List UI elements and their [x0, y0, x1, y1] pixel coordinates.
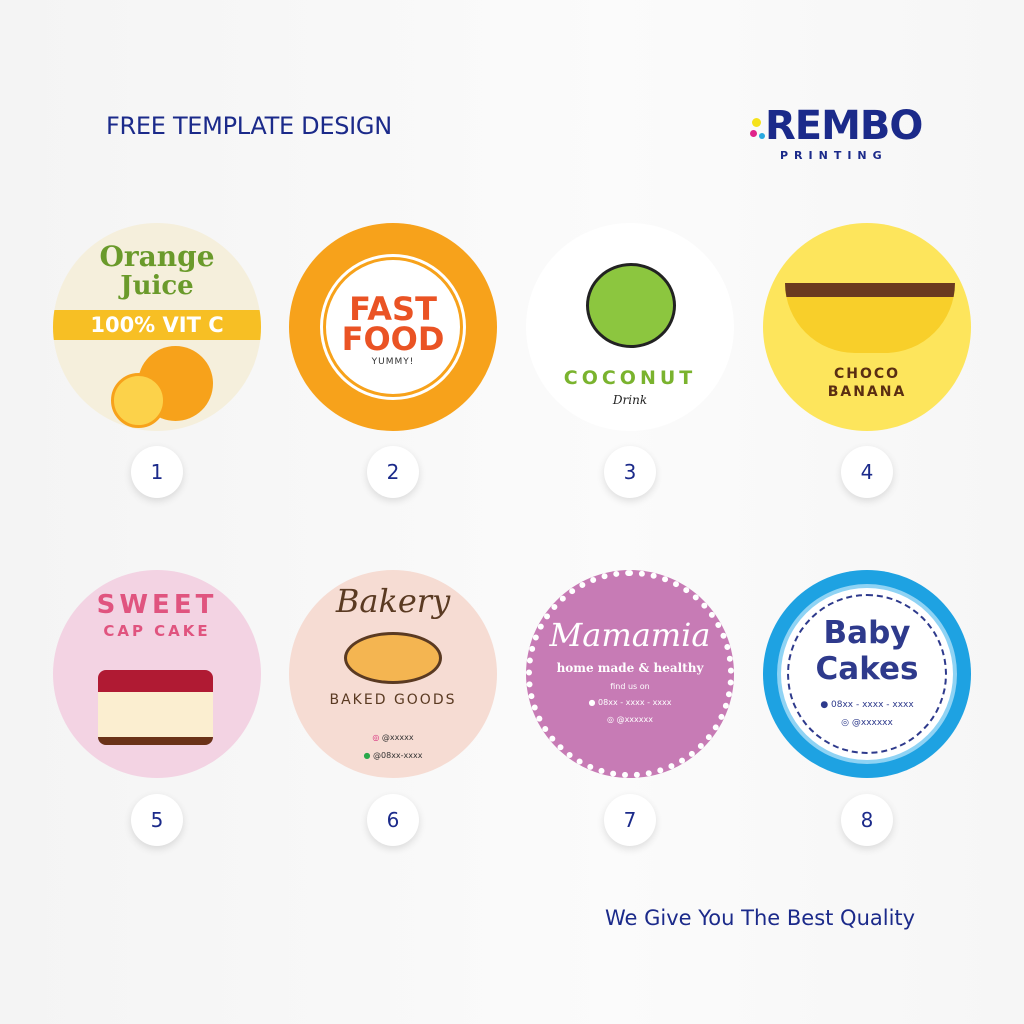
template-orange-juice[interactable]: Orange Juice 100% VIT C — [53, 223, 261, 431]
instagram-text: @xxxxx — [381, 733, 414, 742]
number-badge-6: 6 — [367, 794, 419, 846]
find-us-label: find us on — [610, 682, 650, 691]
number-badge-5: 5 — [131, 794, 183, 846]
sticker-title: Mamamia — [549, 616, 711, 654]
template-fast-food[interactable]: FAST FOOD YUMMY! — [289, 223, 497, 431]
sticker-title-2: BANANA — [827, 384, 907, 400]
bread-icon — [344, 632, 442, 684]
sticker-sub: YUMMY! — [371, 357, 415, 367]
cake-icon — [98, 670, 213, 745]
instagram-icon: ◎ — [607, 715, 617, 724]
sticker-sub: Drink — [612, 393, 648, 407]
sticker-title-2: Cakes — [815, 651, 919, 687]
number-badge-4: 4 — [841, 446, 893, 498]
template-coconut[interactable]: COCONUT Drink — [526, 223, 734, 431]
coconut-icon — [586, 263, 676, 348]
sticker-title: FAST — [349, 290, 437, 328]
sticker-title-2: CAP CAKE — [103, 622, 211, 640]
instagram-text: @xxxxxx — [616, 715, 653, 724]
whatsapp-text: @08xx-xxxx — [373, 751, 423, 760]
sticker-title: Orange — [99, 240, 215, 273]
sticker-title-2: FOOD — [341, 320, 445, 358]
sticker-title: SWEET — [96, 590, 218, 620]
sticker-band: 100% VIT C — [53, 310, 261, 340]
template-mamamia[interactable]: Mamamia home made & healthy find us on ●… — [526, 570, 734, 778]
sticker-title-2: home made & healthy — [556, 661, 704, 675]
template-sweet-cupcake[interactable]: SWEET CAP CAKE — [53, 570, 261, 778]
banana-icon — [785, 283, 955, 353]
whatsapp-icon: ● — [363, 751, 374, 760]
logo-text: REMBO — [765, 103, 923, 149]
instagram-handle: ◎ @xxxxx — [289, 733, 497, 742]
number-badge-3: 3 — [604, 446, 656, 498]
whatsapp-icon: ● — [820, 700, 832, 710]
whatsapp-number: ● 08xx - xxxx - xxxx — [532, 698, 728, 707]
instagram-icon: ◎ — [841, 718, 852, 728]
instagram-handle: ◎ @xxxxxx — [763, 718, 971, 728]
tagline: We Give You The Best Quality — [605, 906, 916, 930]
template-choco-banana[interactable]: CHOCO BANANA — [763, 223, 971, 431]
number-badge-8: 8 — [841, 794, 893, 846]
sticker-title: COCONUT — [563, 367, 697, 389]
sticker-title: Baby — [823, 615, 911, 651]
whatsapp-text: 08xx - xxxx - xxxx — [598, 698, 672, 707]
whatsapp-text: 08xx - xxxx - xxxx — [831, 700, 914, 710]
rembo-logo: REMBO PRINTING — [750, 104, 930, 164]
number-badge-7: 7 — [604, 794, 656, 846]
number-badge-2: 2 — [367, 446, 419, 498]
logo-sub: PRINTING — [780, 149, 888, 162]
instagram-text: @xxxxxx — [851, 718, 893, 728]
instagram-icon: ◎ — [372, 733, 382, 742]
sticker-title-2: Juice — [120, 271, 194, 301]
page-title: FREE TEMPLATE DESIGN — [106, 112, 392, 140]
whatsapp-number: ● @08xx-xxxx — [289, 751, 497, 760]
sticker-title-2: BAKED GOODS — [329, 692, 457, 708]
number-badge-1: 1 — [131, 446, 183, 498]
sticker-title: CHOCO — [833, 366, 901, 382]
template-bakery[interactable]: Bakery BAKED GOODS ◎ @xxxxx ● @08xx-xxxx — [289, 570, 497, 778]
instagram-handle: ◎ @xxxxxx — [532, 715, 728, 724]
template-baby-cakes[interactable]: Baby Cakes ● 08xx - xxxx - xxxx ◎ @xxxxx… — [763, 570, 971, 778]
orange-slice-icon — [111, 373, 166, 428]
whatsapp-icon: ● — [588, 698, 599, 707]
sticker-title: Bakery — [335, 582, 451, 620]
whatsapp-number: ● 08xx - xxxx - xxxx — [763, 700, 971, 710]
